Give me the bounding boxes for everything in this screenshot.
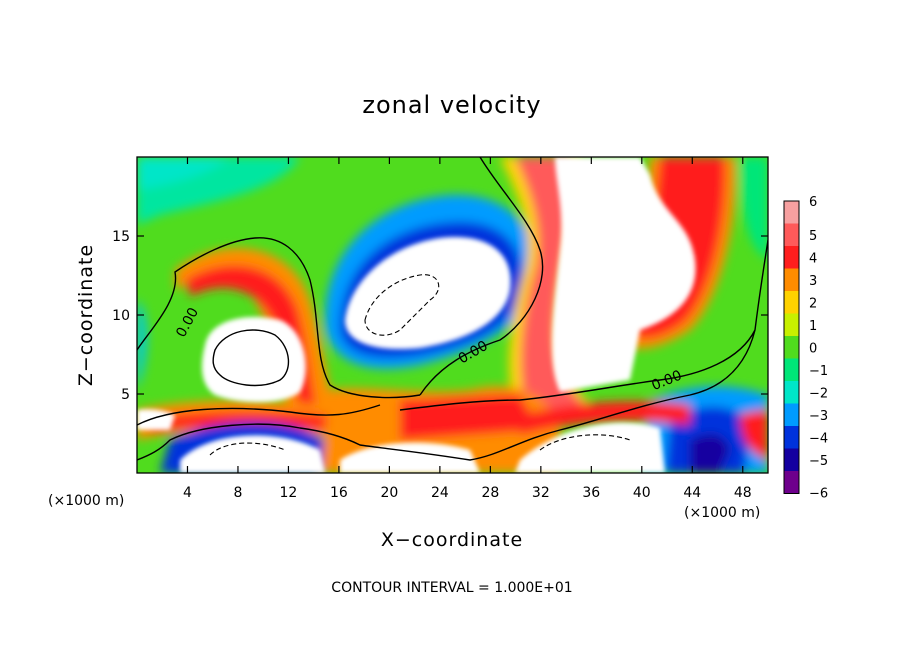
x-tick-label: 32 bbox=[532, 485, 550, 501]
x-tick-label: 12 bbox=[280, 485, 298, 501]
x-tick-label: 36 bbox=[582, 485, 600, 501]
colorbar-label: −1 bbox=[809, 364, 828, 379]
contour-interval-note: CONTOUR INTERVAL = 1.000E+01 bbox=[331, 580, 572, 596]
x-tick-label: 48 bbox=[734, 485, 752, 501]
y-axis-label: Z−coordinate bbox=[75, 244, 97, 386]
colorbar-label: −2 bbox=[809, 386, 828, 401]
y-tick-label: 10 bbox=[112, 308, 130, 324]
colorbar-swatch bbox=[784, 448, 799, 471]
colorbar-frame bbox=[783, 200, 800, 494]
colorbar-swatch bbox=[784, 246, 799, 269]
colorbar-label: 5 bbox=[809, 229, 817, 244]
colorbar: 6 5 4 3 2 1 0 −1 −2 −3 −4 −5 −6 bbox=[783, 195, 828, 502]
x-tick-label: 28 bbox=[481, 485, 499, 501]
x-tick-label: 24 bbox=[431, 485, 449, 501]
colorbar-label: −6 bbox=[809, 487, 828, 502]
colorbar-swatch bbox=[784, 403, 799, 426]
colorbar-swatch bbox=[784, 291, 799, 314]
x-tick-label: 4 bbox=[183, 485, 192, 501]
colorbar-swatch bbox=[784, 471, 799, 494]
colorbar-label: 4 bbox=[809, 251, 817, 266]
colorbar-swatch bbox=[784, 313, 799, 336]
colorbar-swatch bbox=[784, 358, 799, 381]
x-tick-label: 40 bbox=[633, 485, 651, 501]
velocity-field bbox=[137, 157, 768, 473]
x-tick-label: 8 bbox=[233, 485, 242, 501]
colorbar-label: 0 bbox=[809, 341, 817, 356]
x-tick-label: 20 bbox=[380, 485, 398, 501]
colorbar-swatch bbox=[784, 336, 799, 359]
colorbar-label: −4 bbox=[809, 431, 828, 446]
colorbar-label: −3 bbox=[809, 409, 828, 424]
x-axis-label: X−coordinate bbox=[381, 529, 523, 551]
colorbar-swatch bbox=[784, 268, 799, 291]
y-tick-label: 5 bbox=[121, 387, 130, 403]
x-tick-label: 16 bbox=[330, 485, 348, 501]
colorbar-label: 6 bbox=[809, 195, 817, 210]
colorbar-label: 3 bbox=[809, 274, 817, 289]
colorbar-swatch bbox=[784, 381, 799, 404]
x-unit-left: (×1000 m) bbox=[48, 493, 124, 509]
colorbar-label: 2 bbox=[809, 296, 817, 311]
colorbar-swatch bbox=[784, 223, 799, 246]
chart-title: zonal velocity bbox=[362, 91, 541, 119]
y-tick-label: 15 bbox=[112, 229, 130, 245]
colorbar-label: 1 bbox=[809, 319, 817, 334]
colorbar-label: −5 bbox=[809, 454, 828, 469]
colorbar-swatch bbox=[784, 426, 799, 449]
x-unit-right: (×1000 m) bbox=[684, 505, 760, 521]
colorbar-swatch bbox=[784, 201, 799, 224]
x-tick-label: 44 bbox=[683, 485, 701, 501]
